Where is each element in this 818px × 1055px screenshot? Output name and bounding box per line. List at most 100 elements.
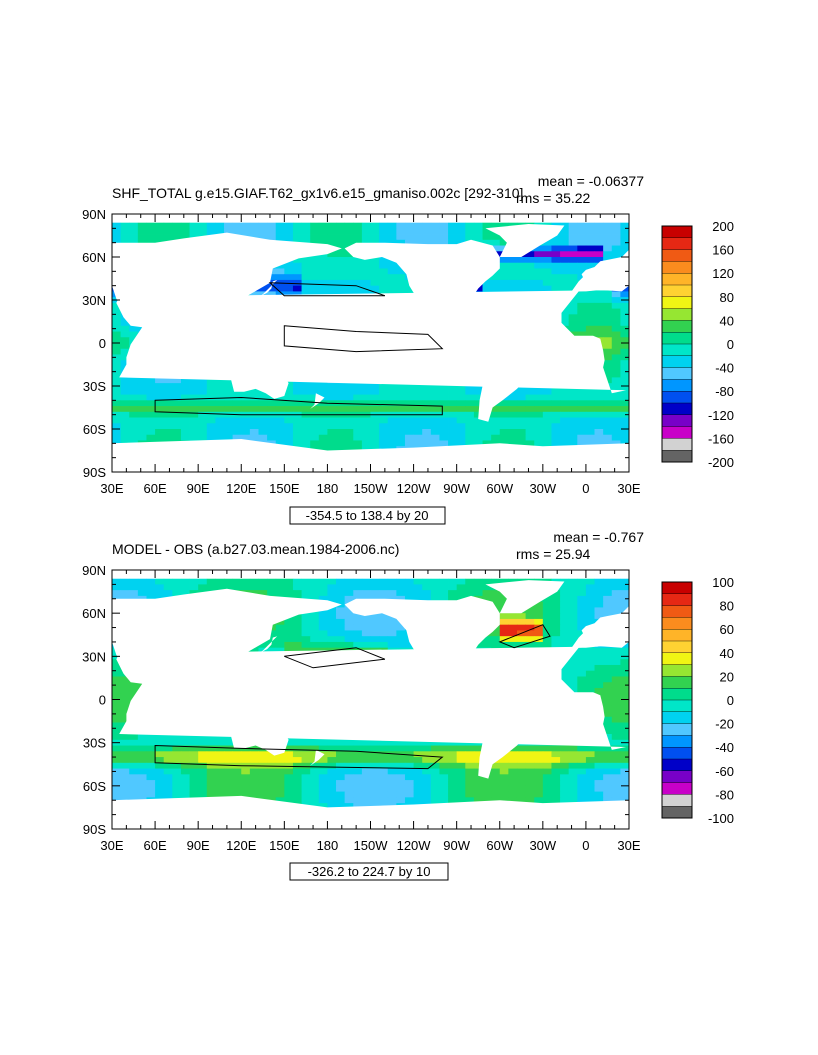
x-tick-label: 30E — [100, 481, 123, 496]
field-cell — [491, 279, 501, 287]
field-cell — [206, 734, 216, 741]
field-cell — [568, 222, 578, 229]
field-cell — [344, 434, 354, 441]
field-cell — [353, 641, 363, 649]
field-cell — [534, 636, 544, 643]
field-cell — [155, 745, 165, 752]
field-cell — [560, 762, 570, 769]
field-cell — [422, 595, 432, 603]
field-cell — [292, 618, 302, 626]
field-cell — [387, 791, 397, 798]
field-cell — [413, 222, 423, 229]
field-cell — [611, 601, 621, 608]
field-cell — [456, 780, 466, 787]
field-cell — [180, 751, 190, 758]
field-cell — [422, 762, 432, 769]
field-cell — [275, 797, 285, 804]
field-cell — [387, 268, 397, 275]
field-cell — [594, 613, 604, 620]
field-cell — [611, 234, 621, 241]
field-cell — [344, 279, 354, 287]
field-cell — [379, 388, 389, 395]
field-cell — [189, 762, 199, 769]
field-cell — [353, 228, 363, 235]
field-cell — [379, 222, 389, 229]
field-cell — [224, 734, 234, 741]
field-cell — [603, 308, 613, 315]
field-cell — [301, 578, 311, 585]
field-cell — [146, 434, 156, 441]
field-cell — [215, 578, 225, 585]
field-cell — [370, 234, 380, 241]
field-cell — [344, 641, 354, 649]
field-cell — [577, 257, 587, 264]
field-cell — [430, 440, 440, 447]
field-cell — [379, 578, 389, 585]
field-cell — [292, 234, 302, 241]
field-cell — [577, 320, 587, 327]
land-mass — [231, 358, 289, 399]
field-cell — [163, 768, 173, 775]
field-cell — [137, 578, 147, 585]
field-cell — [473, 584, 483, 591]
field-cell — [413, 774, 423, 781]
field-cell — [611, 377, 621, 384]
field-cell — [361, 745, 371, 752]
colorbar-swatch — [661, 320, 693, 333]
field-cell — [112, 388, 122, 395]
field-cell — [267, 423, 277, 430]
field-cell — [594, 440, 604, 447]
field-cell — [292, 257, 302, 264]
field-cell — [620, 343, 630, 350]
field-cell — [310, 630, 320, 637]
field-cell — [344, 257, 354, 264]
field-cell — [568, 308, 578, 315]
field-cell — [491, 578, 501, 585]
field-cell — [560, 745, 570, 752]
field-cell — [560, 429, 570, 436]
field-cell — [594, 780, 604, 787]
field-cell — [180, 429, 190, 436]
field-cell — [344, 429, 354, 436]
field-cell — [560, 757, 570, 764]
field-cell — [241, 423, 251, 430]
field-cell — [327, 383, 337, 390]
field-cell — [560, 222, 570, 229]
field-cell — [137, 228, 147, 235]
field-cell — [258, 222, 268, 229]
field-cell — [603, 722, 613, 729]
field-cell — [456, 774, 466, 781]
field-cell — [456, 411, 466, 418]
colorbar-frame — [661, 225, 693, 463]
field-cell — [508, 434, 518, 441]
field-cell — [232, 388, 242, 395]
field-cell — [353, 262, 363, 269]
field-cell — [611, 348, 621, 355]
field-cell — [448, 584, 458, 591]
field-cell — [292, 584, 302, 591]
field-cell — [344, 762, 354, 769]
field-cell — [611, 687, 621, 695]
field-cell — [620, 711, 630, 718]
field-cell — [206, 411, 216, 418]
field-cell — [189, 584, 199, 591]
field-cell — [534, 762, 544, 769]
field-cell — [301, 268, 311, 275]
field-cell — [267, 291, 277, 298]
field-cell — [155, 222, 165, 229]
field-cell — [180, 394, 190, 401]
field-cell — [603, 780, 613, 787]
field-cell — [189, 400, 199, 407]
field-cell — [491, 791, 501, 798]
colorbar-swatch — [661, 261, 693, 274]
field-cell — [568, 417, 578, 424]
field-cell — [508, 624, 518, 631]
field-cell — [456, 440, 466, 447]
field-cell — [120, 751, 130, 758]
field-cell — [603, 348, 613, 355]
field-cell — [344, 613, 354, 620]
field-cell — [560, 768, 570, 775]
field-cell — [404, 791, 414, 798]
field-cell — [594, 578, 604, 585]
field-cell — [215, 429, 225, 436]
